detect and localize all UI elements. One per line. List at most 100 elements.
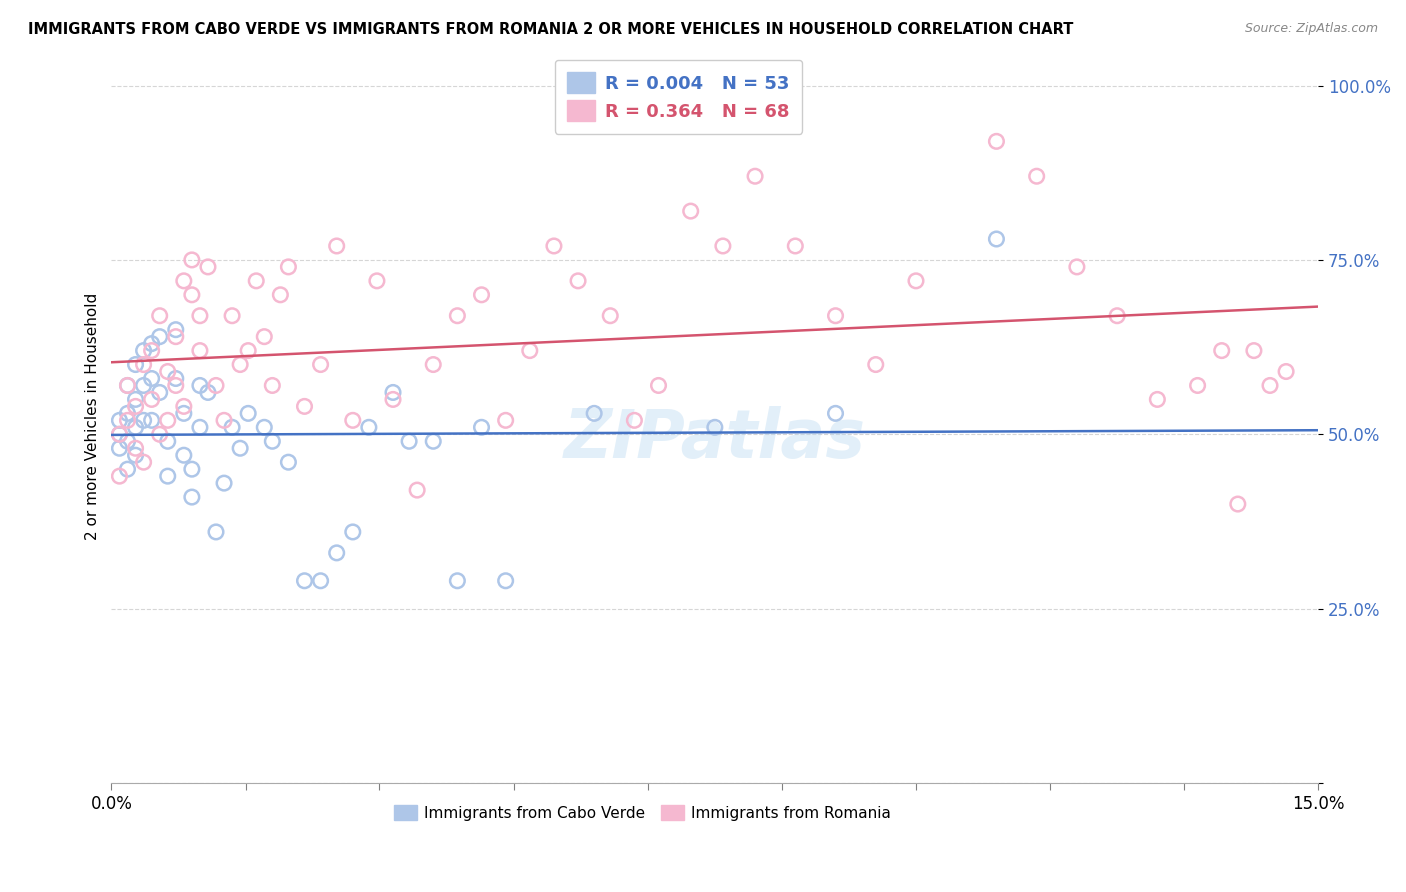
Point xyxy=(117,378,139,392)
Point xyxy=(543,239,565,253)
Point xyxy=(212,476,235,491)
Point xyxy=(141,413,163,427)
Point xyxy=(165,371,187,385)
Point xyxy=(342,524,364,539)
Point xyxy=(117,413,139,427)
Point xyxy=(238,406,260,420)
Point xyxy=(567,274,589,288)
Point xyxy=(188,378,211,392)
Point xyxy=(382,385,405,400)
Point xyxy=(262,434,284,449)
Point xyxy=(229,442,252,456)
Point xyxy=(156,469,179,483)
Point xyxy=(188,309,211,323)
Point xyxy=(180,462,202,476)
Point xyxy=(197,260,219,274)
Point xyxy=(277,455,299,469)
Text: ZIPatlas: ZIPatlas xyxy=(564,406,866,472)
Point xyxy=(132,378,155,392)
Point xyxy=(132,413,155,427)
Point xyxy=(124,358,146,372)
Point xyxy=(446,574,468,588)
Text: Source: ZipAtlas.com: Source: ZipAtlas.com xyxy=(1244,22,1378,36)
Point xyxy=(238,343,260,358)
Point xyxy=(824,406,846,420)
Point xyxy=(141,392,163,407)
Point xyxy=(205,524,228,539)
Point xyxy=(180,490,202,504)
Point xyxy=(108,427,131,442)
Point xyxy=(156,434,179,449)
Point xyxy=(1066,260,1088,274)
Point xyxy=(117,378,139,392)
Point xyxy=(495,413,517,427)
Point xyxy=(309,358,332,372)
Point xyxy=(382,392,405,407)
Point xyxy=(366,274,388,288)
Point xyxy=(180,252,202,267)
Point xyxy=(205,378,228,392)
Point xyxy=(1275,365,1298,379)
Point xyxy=(1258,378,1281,392)
Y-axis label: 2 or more Vehicles in Household: 2 or more Vehicles in Household xyxy=(86,293,100,541)
Point xyxy=(744,169,766,184)
Point xyxy=(165,323,187,337)
Point xyxy=(141,336,163,351)
Point xyxy=(173,274,195,288)
Point xyxy=(165,378,187,392)
Point xyxy=(124,442,146,456)
Point xyxy=(221,420,243,434)
Point xyxy=(132,358,155,372)
Point xyxy=(117,406,139,420)
Point xyxy=(212,413,235,427)
Point xyxy=(1146,392,1168,407)
Point xyxy=(599,309,621,323)
Point xyxy=(221,309,243,323)
Point xyxy=(785,239,807,253)
Point xyxy=(495,574,517,588)
Point xyxy=(342,413,364,427)
Point xyxy=(470,420,492,434)
Point xyxy=(1025,169,1047,184)
Point xyxy=(269,287,291,301)
Point xyxy=(446,309,468,323)
Point xyxy=(149,329,172,343)
Point xyxy=(173,448,195,462)
Point xyxy=(229,358,252,372)
Point xyxy=(108,442,131,456)
Point xyxy=(165,329,187,343)
Point xyxy=(1107,309,1129,323)
Point xyxy=(470,287,492,301)
Point xyxy=(180,287,202,301)
Point xyxy=(294,574,316,588)
Point xyxy=(357,420,380,434)
Point xyxy=(277,260,299,274)
Point xyxy=(124,420,146,434)
Point xyxy=(253,329,276,343)
Point xyxy=(149,309,172,323)
Point xyxy=(904,274,927,288)
Legend: Immigrants from Cabo Verde, Immigrants from Romania: Immigrants from Cabo Verde, Immigrants f… xyxy=(388,798,897,827)
Point xyxy=(149,385,172,400)
Point xyxy=(406,483,429,497)
Point xyxy=(986,232,1008,246)
Point xyxy=(173,400,195,414)
Point xyxy=(703,420,725,434)
Point xyxy=(711,239,734,253)
Point xyxy=(149,427,172,442)
Point xyxy=(253,420,276,434)
Point xyxy=(422,434,444,449)
Point xyxy=(294,400,316,414)
Point xyxy=(262,378,284,392)
Point xyxy=(156,365,179,379)
Point xyxy=(108,469,131,483)
Point xyxy=(519,343,541,358)
Point xyxy=(1187,378,1209,392)
Point xyxy=(173,406,195,420)
Point xyxy=(647,378,669,392)
Point xyxy=(188,420,211,434)
Point xyxy=(325,546,347,560)
Point xyxy=(583,406,606,420)
Point xyxy=(141,371,163,385)
Point xyxy=(188,343,211,358)
